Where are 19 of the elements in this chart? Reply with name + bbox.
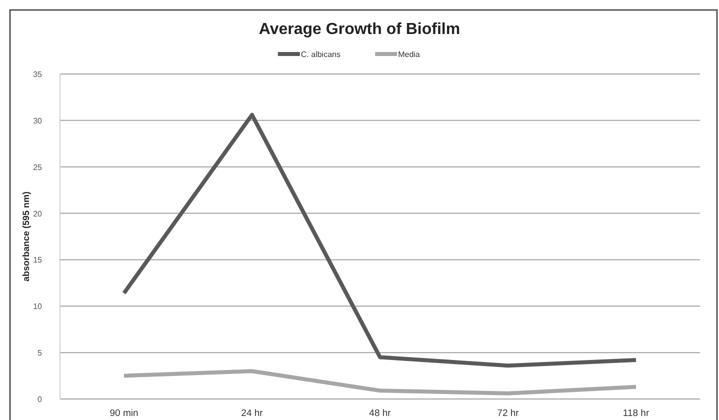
- y-tick-label: 0: [38, 395, 43, 404]
- x-tick-label: 118 hr: [622, 408, 650, 419]
- y-tick-label: 30: [33, 116, 43, 126]
- y-tick-label: 15: [33, 256, 43, 265]
- y-tick-label: 35: [33, 70, 43, 79]
- y-tick-label: 20: [33, 209, 43, 218]
- legend-label: C. albicans: [300, 50, 340, 59]
- legend-label: Media: [398, 50, 420, 59]
- line-series: [122, 112, 638, 368]
- x-tick-label: 90 min: [110, 408, 138, 419]
- x-tick-label: 48 hr: [369, 408, 391, 419]
- x-tick-label: 72 hr: [497, 408, 519, 419]
- y-tick-label: 10: [33, 302, 43, 312]
- line-series: [122, 369, 638, 396]
- x-tick-label: 24 hr: [241, 408, 263, 419]
- y-tick-label: 25: [33, 162, 43, 172]
- chart-title: Average Growth of Biofilm: [258, 21, 460, 38]
- y-axis-title: absorbance (595 nm): [21, 191, 31, 282]
- y-tick-label: 5: [38, 348, 43, 358]
